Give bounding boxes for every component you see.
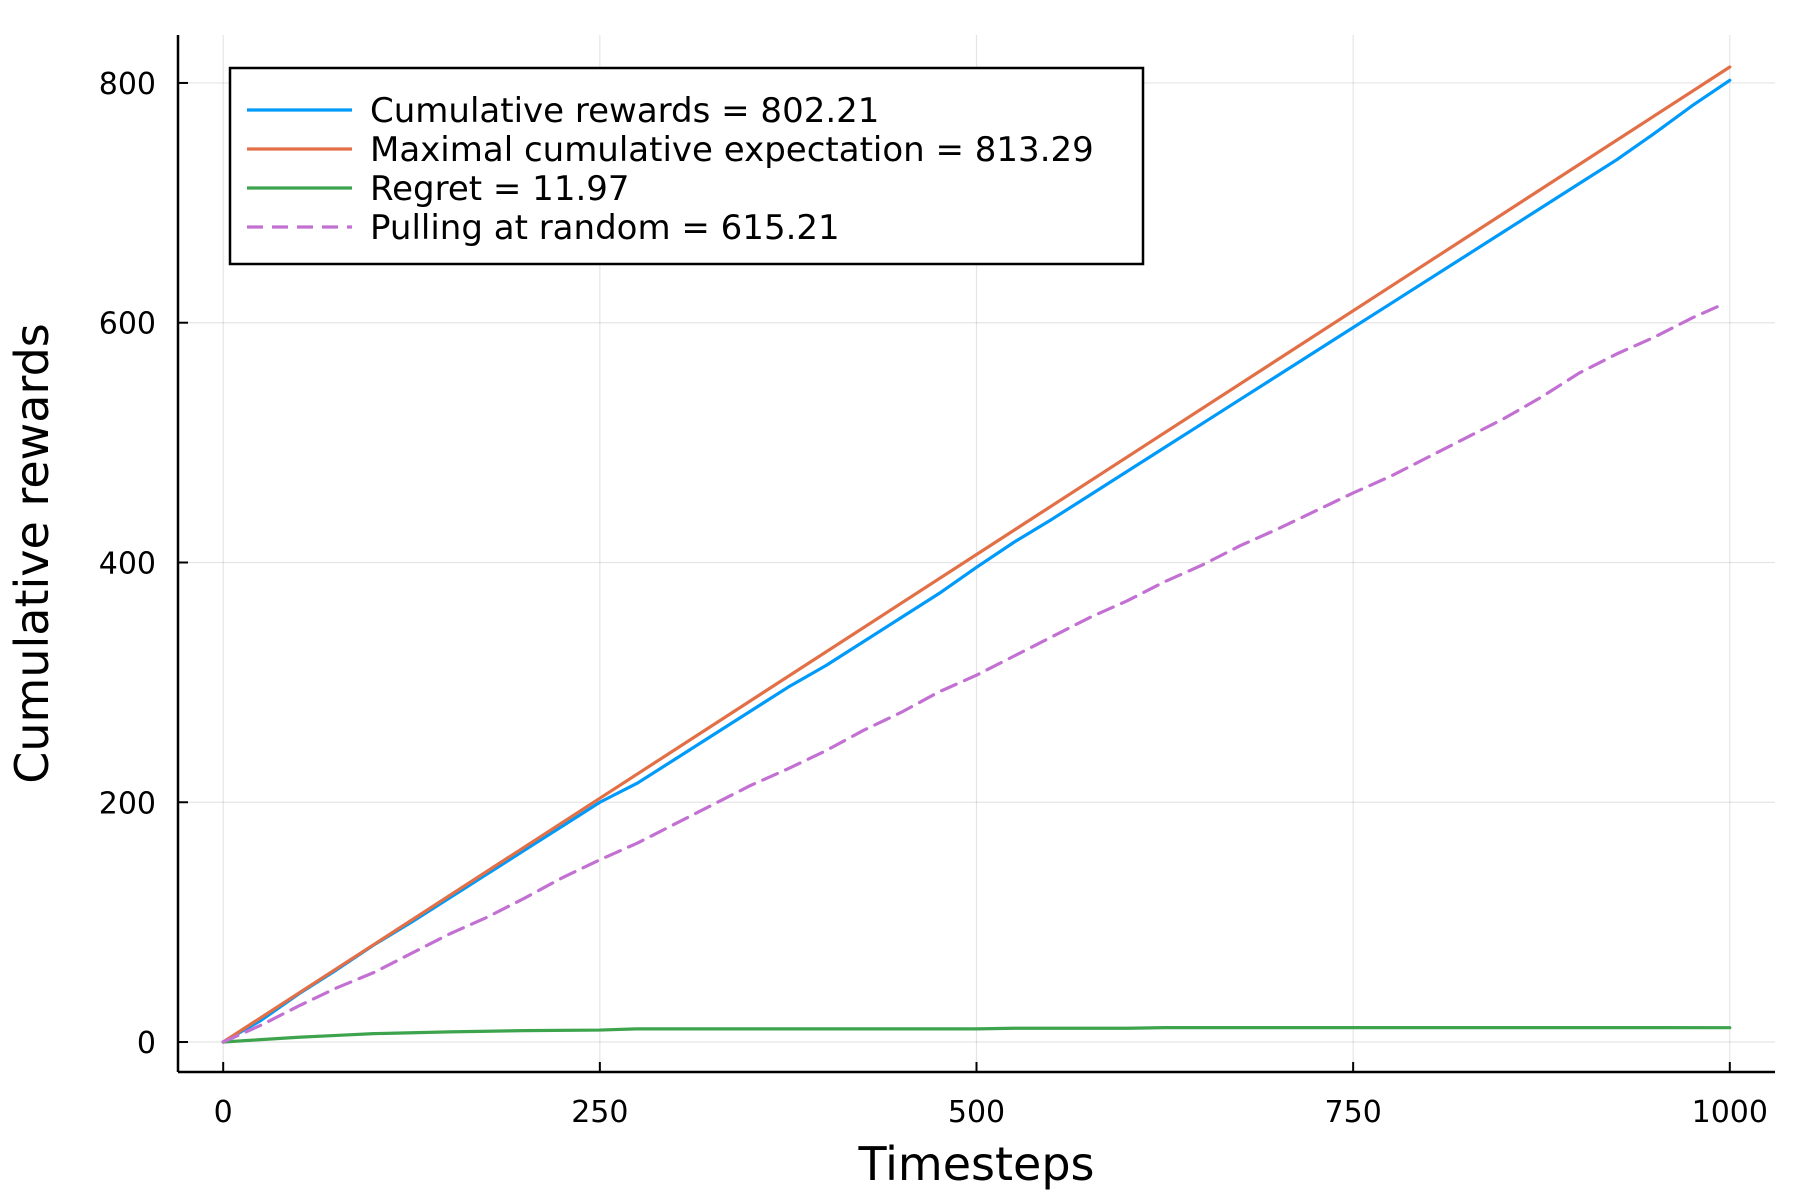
legend-box (228, 66, 1145, 266)
axes (176, 35, 1775, 1074)
series-line-4 (221, 302, 1724, 1044)
y-tick-label: 400 (99, 546, 156, 581)
legend-label-3: Regret = 11.97 (370, 169, 630, 209)
x-tick-label: 250 (571, 1095, 628, 1130)
x-tick-label: 500 (948, 1095, 1005, 1130)
plot-series (221, 65, 1732, 1044)
x-axis-title: Timesteps (857, 1137, 1094, 1191)
series-line-1 (221, 78, 1732, 1044)
tick-labels: 0 250 500 750 1000 0 200 400 600 800 (99, 67, 1768, 1130)
x-tick-label: 1000 (1692, 1095, 1768, 1130)
x-tick-label: 750 (1325, 1095, 1382, 1130)
legend-label-2: Maximal cumulative expectation = 813.29 (370, 130, 1094, 170)
y-tick-label: 0 (137, 1026, 156, 1061)
y-tick-label: 800 (99, 67, 156, 102)
x-tick-label: 0 (214, 1095, 233, 1130)
series-line-2 (221, 65, 1732, 1044)
legend-label-1: Cumulative rewards = 802.21 (370, 91, 879, 131)
legend-label-4: Pulling at random = 615.21 (370, 208, 840, 248)
y-tick-label: 600 (99, 307, 156, 342)
y-axis-title: Cumulative rewards (5, 323, 59, 783)
series-line-3 (221, 1026, 1732, 1044)
y-tick-label: 200 (99, 786, 156, 821)
